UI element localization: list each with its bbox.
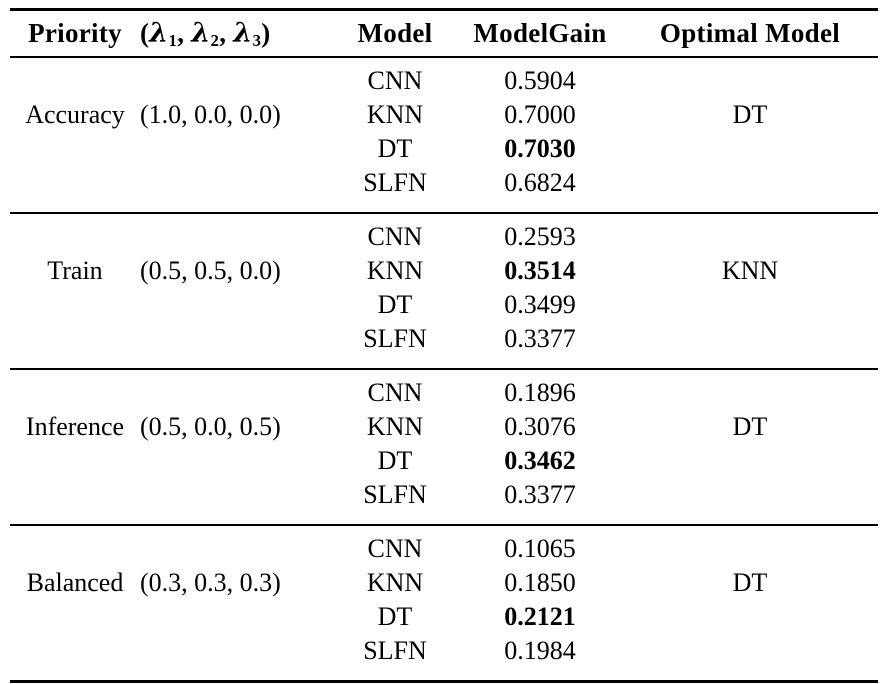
lambda-weights: (0.5, 0.0, 0.5) <box>140 412 281 441</box>
optimal-model-label: KNN <box>721 256 779 285</box>
header-underline-rule <box>10 56 878 58</box>
priority-label: Balanced <box>26 568 124 597</box>
lambda-subscript: 3 <box>252 31 262 51</box>
model-name: KNN <box>366 256 424 285</box>
group-separator-rule <box>10 368 878 370</box>
model-name: DT <box>377 290 413 319</box>
modelgain-value: 0.3377 <box>504 480 576 509</box>
table-row: Accuracy (1.0, 0.0, 0.0) KNN 0.7000 DT <box>10 98 878 132</box>
model-name: CNN <box>367 378 423 407</box>
model-name: KNN <box>366 100 424 129</box>
model-name: CNN <box>367 222 423 251</box>
modelgain-value: 0.7030 <box>504 134 576 163</box>
modelgain-value: 0.3462 <box>504 446 576 475</box>
col-header-modelgain: ModelGain <box>473 18 607 48</box>
modelgain-value: 0.7000 <box>504 100 576 129</box>
modelgain-value: 0.3076 <box>504 412 576 441</box>
model-name: CNN <box>367 534 423 563</box>
table-row: SLFN 0.6824 <box>10 166 878 200</box>
table-row: Train (0.5, 0.5, 0.0) KNN 0.3514 KNN <box>10 254 878 288</box>
table-row: CNN 0.5904 <box>10 64 878 98</box>
table-row: CNN 0.2593 <box>10 220 878 254</box>
model-name: SLFN <box>363 480 427 509</box>
lambda-subscript: 1 <box>168 31 178 51</box>
lambda-weights: (0.3, 0.3, 0.3) <box>140 568 281 597</box>
lambda-weights: (1.0, 0.0, 0.0) <box>140 100 281 129</box>
table-row: Inference (0.5, 0.0, 0.5) KNN 0.3076 DT <box>10 410 878 444</box>
table-bottom-rule <box>10 680 878 683</box>
results-table: Priority (λ1, λ2, λ3) Model ModelGain Optima… <box>10 8 878 683</box>
table-header-row: Priority (λ1, λ2, λ3) Model ModelGain Optima… <box>10 11 878 56</box>
modelgain-value: 0.1896 <box>504 378 576 407</box>
modelgain-value: 0.2593 <box>504 222 576 251</box>
lambda-symbol: λ <box>191 18 211 49</box>
table-row: DT 0.7030 <box>10 132 878 166</box>
table-row: CNN 0.1065 <box>10 532 878 566</box>
table-row: DT 0.3462 <box>10 444 878 478</box>
model-name: DT <box>377 446 413 475</box>
model-name: DT <box>377 134 413 163</box>
modelgain-value: 0.5904 <box>504 66 576 95</box>
priority-group-accuracy: CNN 0.5904 Accuracy (1.0, 0.0, 0.0) KNN 0.700… <box>10 58 878 212</box>
priority-label: Train <box>47 256 103 285</box>
lambda-subscript: 2 <box>210 31 220 51</box>
model-name: SLFN <box>363 324 427 353</box>
modelgain-value: 0.6824 <box>504 168 576 197</box>
lambda-symbol: λ <box>233 18 253 49</box>
modelgain-value: 0.3499 <box>504 290 576 319</box>
group-separator-rule <box>10 524 878 526</box>
optimal-model-label: DT <box>732 412 768 441</box>
table-row: Balanced (0.3, 0.3, 0.3) KNN 0.1850 DT <box>10 566 878 600</box>
group-separator-rule <box>10 212 878 214</box>
col-header-model: Model <box>357 18 433 48</box>
table-row: SLFN 0.3377 <box>10 322 878 356</box>
optimal-model-label: DT <box>732 568 768 597</box>
col-header-priority: Priority <box>28 18 122 48</box>
table-row: SLFN 0.3377 <box>10 478 878 512</box>
priority-label: Inference <box>25 412 125 441</box>
modelgain-value: 0.3377 <box>504 324 576 353</box>
modelgain-value: 0.1065 <box>504 534 576 563</box>
optimal-model-label: DT <box>732 100 768 129</box>
model-name: KNN <box>366 568 424 597</box>
modelgain-value: 0.3514 <box>504 256 576 285</box>
col-header-optimal: Optimal Model <box>659 18 841 48</box>
model-name: SLFN <box>363 168 427 197</box>
modelgain-value: 0.2121 <box>504 602 576 631</box>
model-name: SLFN <box>363 636 427 665</box>
lambda-symbol: λ <box>149 18 169 49</box>
model-name: DT <box>377 602 413 631</box>
table-row: CNN 0.1896 <box>10 376 878 410</box>
lambda-weights: (0.5, 0.5, 0.0) <box>140 256 281 285</box>
modelgain-value: 0.1850 <box>504 568 576 597</box>
priority-group-train: CNN 0.2593 Train (0.5, 0.5, 0.0) KNN 0.3514 KN… <box>10 214 878 368</box>
table-row: DT 0.2121 <box>10 600 878 634</box>
table-row: DT 0.3499 <box>10 288 878 322</box>
priority-group-balanced: CNN 0.1065 Balanced (0.3, 0.3, 0.3) KNN 0.185… <box>10 526 878 680</box>
priority-label: Accuracy <box>25 100 125 129</box>
priority-group-inference: CNN 0.1896 Inference (0.5, 0.0, 0.5) KNN 0.30… <box>10 370 878 524</box>
model-name: KNN <box>366 412 424 441</box>
modelgain-value: 0.1984 <box>504 636 576 665</box>
model-name: CNN <box>367 66 423 95</box>
table-body: CNN 0.5904 Accuracy (1.0, 0.0, 0.0) KNN 0.700… <box>10 58 878 680</box>
table-top-rule <box>10 8 878 11</box>
col-header-lambdas: (λ1, λ2, λ3) <box>140 18 271 51</box>
table-row: SLFN 0.1984 <box>10 634 878 668</box>
